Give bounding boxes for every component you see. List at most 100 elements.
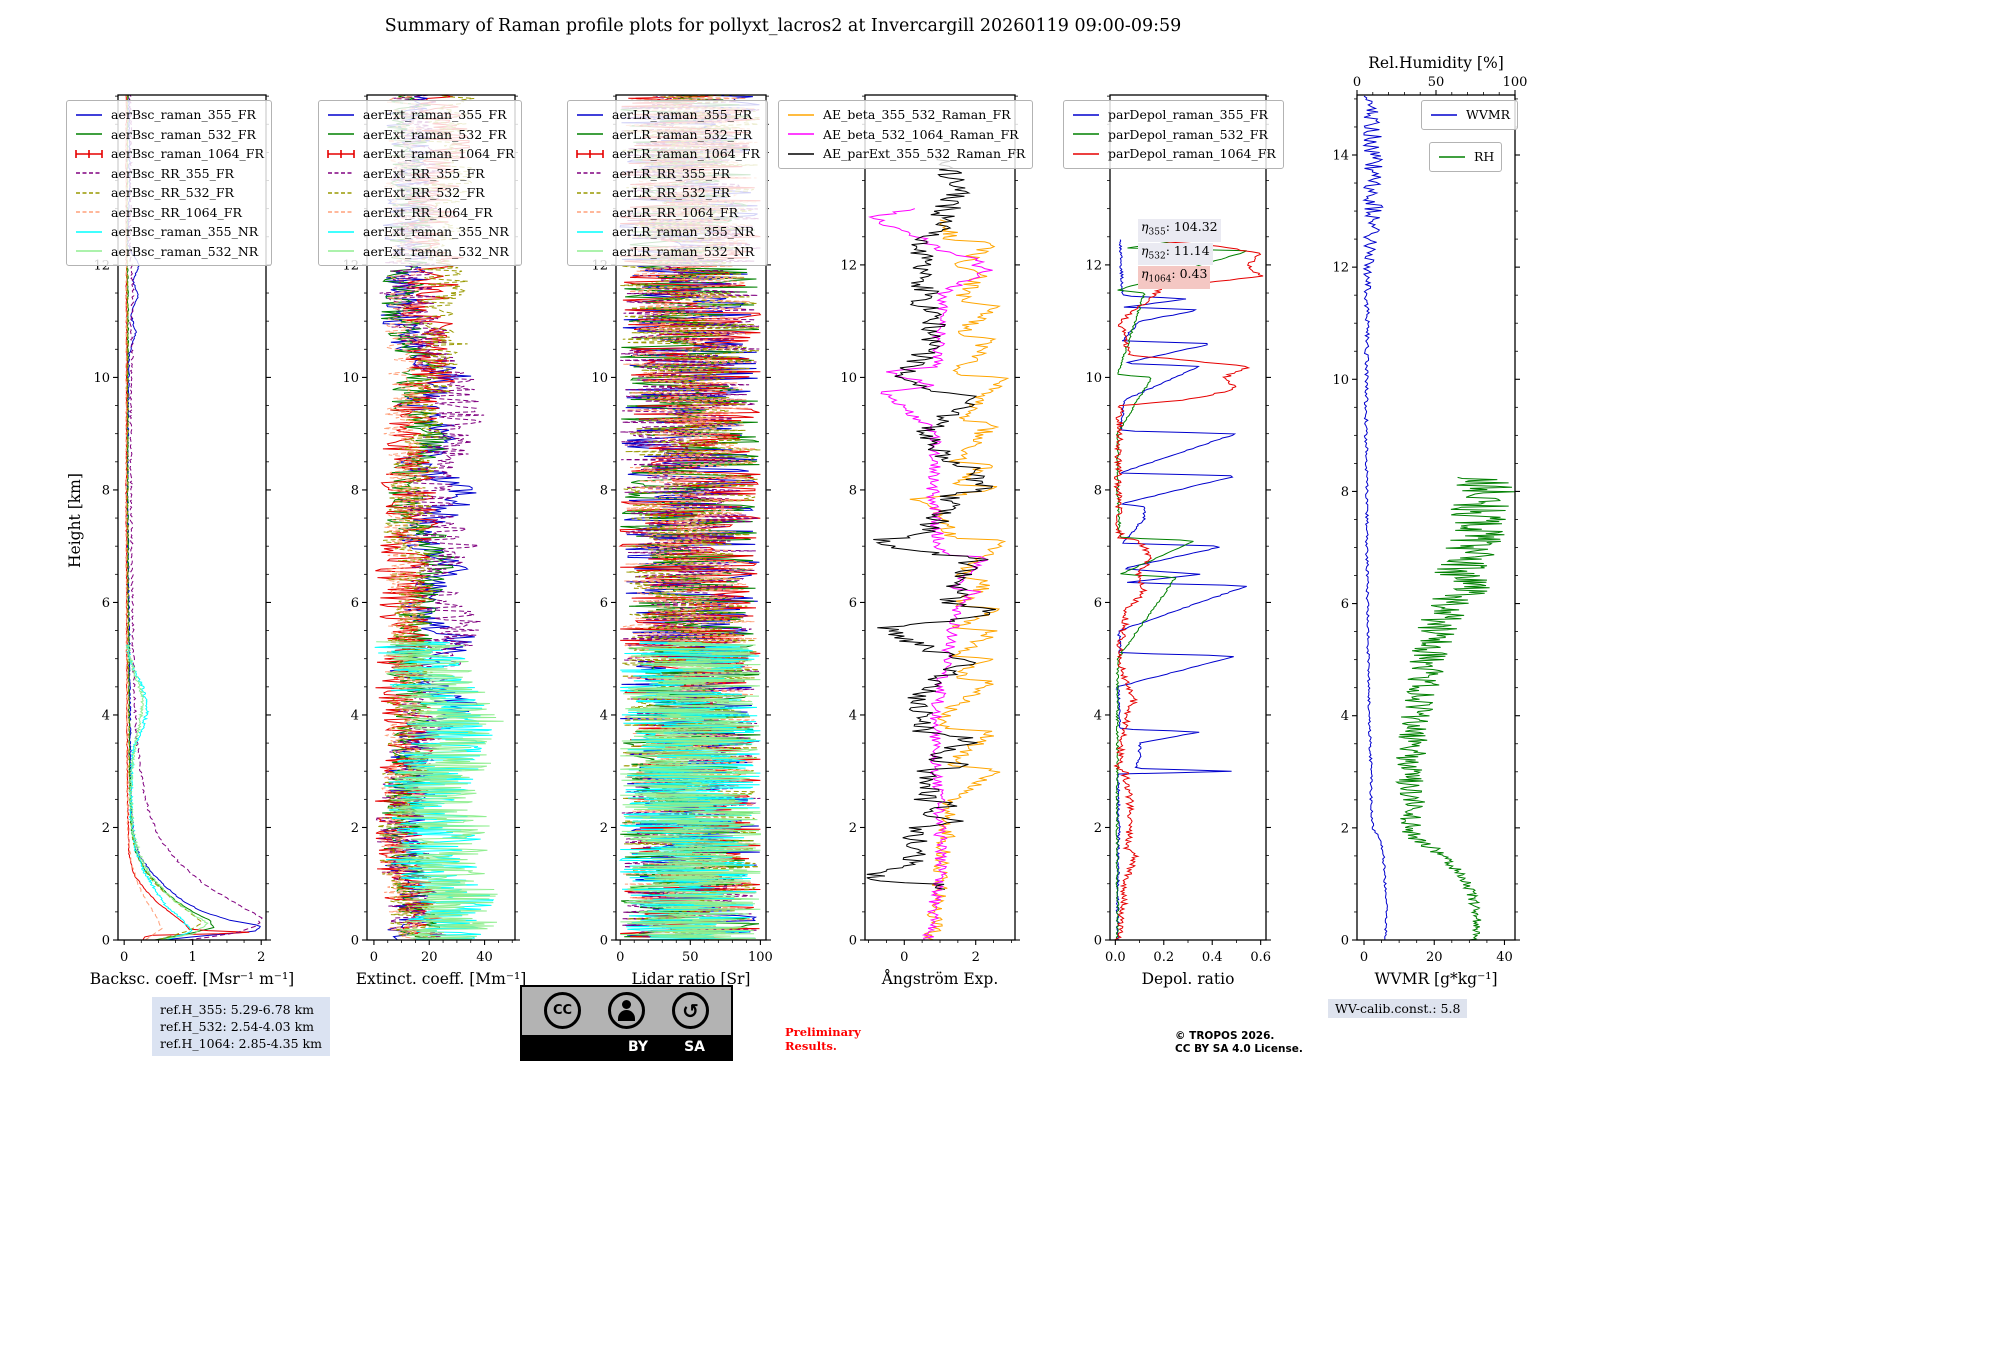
cc-icon-label: CC <box>552 1003 573 1018</box>
wv-calibration-constant: WV-calib.const.: 5.8 <box>1328 999 1468 1018</box>
copyright-line-1: © TROPOS 2026. <box>1175 1030 1275 1042</box>
x-tick-label: 100 <box>748 950 773 965</box>
y-tick-label: 8 <box>1094 483 1102 498</box>
y-tick-label: 10 <box>93 371 110 386</box>
cc-license-bar: BY SA <box>522 1035 731 1059</box>
y-tick-label: 0 <box>1341 934 1349 949</box>
x-tick-label: 0 <box>616 950 624 965</box>
cc-sa-label: SA <box>684 1039 705 1055</box>
y-tick-label: 6 <box>600 596 608 611</box>
x-axis-label-angstrom: Ångström Exp. <box>881 970 999 988</box>
copyright-line-2: CC BY SA 4.0 License. <box>1175 1042 1303 1055</box>
cc-icon-row: CC ↺ <box>522 987 731 1029</box>
y-tick-label: 0 <box>1094 934 1102 949</box>
plot-frame-extinction <box>366 94 516 941</box>
person-body <box>618 1010 635 1021</box>
ref-height-1064: ref.H_1064: 2.85-4.35 km <box>160 1036 322 1051</box>
y-tick-label: 2 <box>849 821 857 836</box>
y-tick-label: 10 <box>591 371 608 386</box>
y-tick-label: 12 <box>1332 261 1349 276</box>
copyright-note: © TROPOS 2026. CC BY SA 4.0 License. <box>1175 1030 1303 1055</box>
x-tick-label: 0.2 <box>1153 950 1174 965</box>
y-tick-label: 6 <box>102 596 110 611</box>
share-alike-arrow: ↺ <box>682 998 699 1023</box>
y-tick-label: 2 <box>1094 821 1102 836</box>
y-tick-label: 8 <box>351 483 359 498</box>
y-tick-label: 4 <box>351 708 359 723</box>
series-aerExt_RR_532_FR <box>377 95 475 940</box>
y-tick-label: 6 <box>849 596 857 611</box>
y-tick-label: 2 <box>351 821 359 836</box>
series-aerBsc_RR_355_FR <box>127 95 263 940</box>
x-tick-label: 1 <box>189 950 197 965</box>
x-tick-label: 0 <box>1360 950 1368 965</box>
y-tick-label: 4 <box>849 708 857 723</box>
x-tick-label: 0 <box>370 950 378 965</box>
y-tick-label: 12 <box>93 258 110 273</box>
y-tick-label: 12 <box>342 258 359 273</box>
attribution-person-icon <box>608 992 645 1029</box>
x-tick-label: 0.0 <box>1105 950 1126 965</box>
preliminary-line-1: Preliminary <box>785 1025 861 1039</box>
series-aerBsc_raman_355_NR <box>125 644 193 940</box>
x-tick-label: 40 <box>476 950 493 965</box>
series-AE_parExt_355_532_Raman_FR <box>866 157 996 890</box>
y-tick-label: 12 <box>591 258 608 273</box>
y-tick-label: 8 <box>600 483 608 498</box>
reference-height-box: ref.H_355: 5.29-6.78 km ref.H_532: 2.54-… <box>152 997 330 1056</box>
y-tick-label: 8 <box>1341 485 1349 500</box>
top-tick-label: 0 <box>1353 75 1361 90</box>
series-AE_beta_532_1064_Raman_FR <box>868 208 993 940</box>
series-aerBsc_raman_532_NR <box>125 644 209 940</box>
top-tick-label: 100 <box>1503 75 1528 90</box>
top-tick-label: 50 <box>1428 75 1445 90</box>
x-tick-label: 0 <box>900 950 908 965</box>
x-tick-label: 20 <box>421 950 438 965</box>
x-tick-label: 0.4 <box>1202 950 1223 965</box>
series-WVMR <box>1362 95 1388 940</box>
share-alike-icon: ↺ <box>672 992 709 1029</box>
cc-icon: CC <box>544 992 581 1029</box>
y-tick-label: 8 <box>849 483 857 498</box>
series-aerExt_raman_532_NR <box>376 641 504 940</box>
series-parDepol_raman_532_FR <box>1115 239 1247 940</box>
y-tick-label: 2 <box>1341 821 1349 836</box>
series-aerLR_RR_532_FR <box>620 95 761 940</box>
cc-by-label: BY <box>628 1039 649 1055</box>
y-tick-label: 8 <box>102 483 110 498</box>
series-AE_beta_355_532_Raman_FR <box>909 219 1010 940</box>
y-tick-label: 10 <box>1332 373 1349 388</box>
series-aerLR_raman_532_NR <box>620 641 761 940</box>
series-aerBsc_raman_355_FR <box>126 95 261 940</box>
cc-license-badge: CC ↺ BY SA <box>520 985 733 1061</box>
x-tick-label: 0 <box>120 950 128 965</box>
x-tick-label: 40 <box>1496 950 1513 965</box>
y-tick-label: 4 <box>102 708 110 723</box>
y-tick-label: 12 <box>1085 258 1102 273</box>
x-axis-label-lidar-ratio: Lidar ratio [Sr] <box>632 970 751 988</box>
series-aerBsc_RR_532_FR <box>125 95 203 940</box>
y-tick-label: 14 <box>1332 148 1349 163</box>
preliminary-results-note: Preliminary Results. <box>785 1025 861 1053</box>
plot-frame-lidar-ratio <box>615 94 767 941</box>
x-tick-label: 0.6 <box>1250 950 1271 965</box>
y-tick-label: 0 <box>600 934 608 949</box>
y-tick-label: 6 <box>1094 596 1102 611</box>
y-tick-label: 4 <box>600 708 608 723</box>
series-parDepol_raman_1064_FR <box>1113 239 1264 940</box>
y-tick-label: 6 <box>351 596 359 611</box>
y-tick-label: 4 <box>1341 709 1349 724</box>
ref-height-532: ref.H_532: 2.54-4.03 km <box>160 1019 315 1034</box>
plot-frame-depol-ratio <box>1109 94 1267 941</box>
y-tick-label: 6 <box>1341 597 1349 612</box>
preliminary-line-2: Results. <box>785 1038 837 1053</box>
series-aerBsc_raman_1064_FR <box>125 95 250 940</box>
y-tick-label: 2 <box>600 821 608 836</box>
x-tick-label: 50 <box>682 950 699 965</box>
y-tick-label: 0 <box>849 934 857 949</box>
figure-title: Summary of Raman profile plots for polly… <box>384 16 1182 36</box>
y-tick-label: 10 <box>1085 371 1102 386</box>
person-head <box>622 1000 631 1009</box>
